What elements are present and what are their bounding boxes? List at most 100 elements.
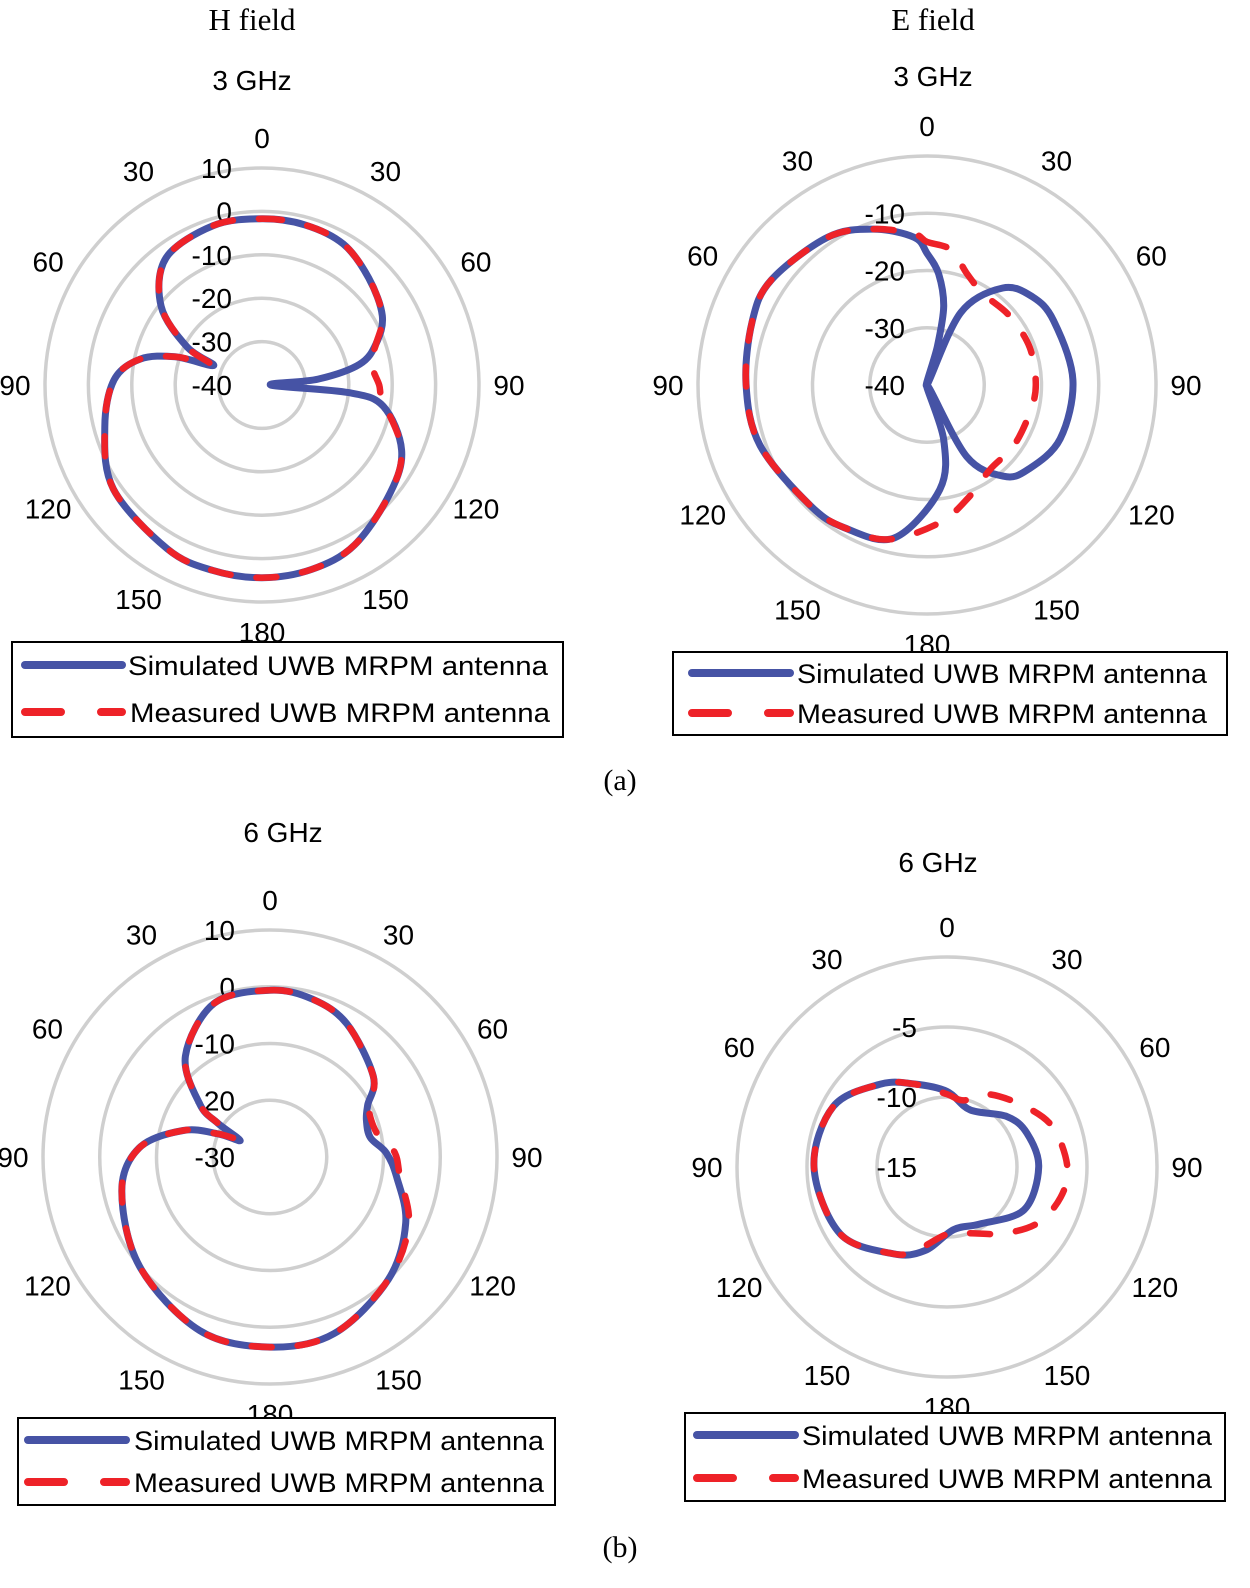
radial-tick-label: -10 bbox=[195, 1029, 235, 1060]
radial-tick-label: -30 bbox=[865, 313, 905, 344]
grid-ring bbox=[805, 1025, 1089, 1309]
angle-tick-label: 60 bbox=[1136, 241, 1167, 272]
legend-box bbox=[17, 1417, 556, 1506]
legend-label: Simulated UWB MRPM antenna bbox=[797, 659, 1208, 689]
angle-tick-label: 150 bbox=[362, 584, 409, 615]
panel-label-b: (b) bbox=[603, 1531, 638, 1564]
polar-chart-3: -30-20-100100306090120150180150120906030… bbox=[0, 817, 556, 1506]
grid-ring bbox=[810, 268, 1044, 502]
angle-tick-label: 120 bbox=[1128, 500, 1175, 531]
angle-tick-label: 60 bbox=[460, 247, 491, 278]
angle-tick-label: 60 bbox=[1139, 1032, 1170, 1063]
angle-tick-label: 150 bbox=[375, 1365, 422, 1396]
angle-tick-label: 120 bbox=[453, 494, 500, 525]
legend-label: Simulated UWB MRPM antenna bbox=[128, 651, 549, 681]
angle-tick-label: 120 bbox=[716, 1272, 763, 1303]
legend-label: Simulated UWB MRPM antenna bbox=[802, 1421, 1213, 1451]
grid-ring bbox=[173, 296, 351, 474]
panel-label-a: (a) bbox=[603, 764, 636, 797]
chart-subtitle: 6 GHz bbox=[898, 847, 977, 878]
legend-label: Measured UWB MRPM antenna bbox=[130, 698, 551, 728]
angle-tick-label: 60 bbox=[33, 247, 64, 278]
radial-tick-label: -10 bbox=[877, 1082, 917, 1113]
radial-tick-label: -5 bbox=[892, 1012, 917, 1043]
angle-tick-label: 30 bbox=[1041, 146, 1072, 177]
grid-ring bbox=[154, 1041, 386, 1273]
measured-series-line bbox=[742, 225, 1040, 543]
angle-tick-label: 150 bbox=[1044, 1360, 1091, 1391]
angle-tick-label: 150 bbox=[774, 594, 821, 625]
grid-ring bbox=[211, 1098, 329, 1216]
angle-tick-label: 60 bbox=[687, 241, 718, 272]
angle-tick-label: 0 bbox=[254, 123, 270, 154]
grid-ring bbox=[696, 154, 1158, 616]
polar-chart-1: -40-30-20-100100306090120150180150120906… bbox=[0, 2, 564, 738]
measured-series-line bbox=[810, 1078, 1071, 1258]
angle-tick-label: 30 bbox=[1051, 944, 1082, 975]
grid-ring bbox=[41, 928, 499, 1386]
angle-tick-label: 120 bbox=[24, 1271, 71, 1302]
angle-tick-label: 150 bbox=[115, 584, 162, 615]
legend-box bbox=[684, 1412, 1226, 1502]
grid-ring bbox=[130, 253, 394, 517]
angle-tick-label: 150 bbox=[1033, 594, 1080, 625]
legend-label: Measured UWB MRPM antenna bbox=[134, 1468, 545, 1498]
legend: Simulated UWB MRPM antenna Measured UWB M… bbox=[684, 1412, 1226, 1502]
angle-tick-label: 30 bbox=[811, 944, 842, 975]
legend: Simulated UWB MRPM antenna Measured UWB M… bbox=[17, 1417, 556, 1506]
angle-tick-label: 120 bbox=[25, 494, 72, 525]
radial-tick-label: -30 bbox=[195, 1142, 235, 1173]
angle-tick-label: 90 bbox=[1170, 370, 1201, 401]
angle-tick-label: 90 bbox=[1171, 1152, 1202, 1183]
legend-label: Measured UWB MRPM antenna bbox=[797, 699, 1208, 729]
angle-tick-label: 120 bbox=[679, 500, 726, 531]
measured-series-line bbox=[118, 986, 413, 1351]
angle-tick-label: 30 bbox=[782, 146, 813, 177]
chart-subtitle: 3 GHz bbox=[212, 65, 291, 96]
angle-tick-label: 90 bbox=[493, 370, 524, 401]
angle-tick-label: 0 bbox=[919, 111, 935, 142]
grid-ring bbox=[753, 211, 1101, 559]
radial-tick-label: -40 bbox=[192, 370, 232, 401]
angle-tick-label: 150 bbox=[118, 1365, 165, 1396]
radial-tick-label: -20 bbox=[192, 283, 232, 314]
legend-label: Simulated UWB MRPM antenna bbox=[134, 1426, 545, 1456]
angle-tick-label: 90 bbox=[652, 370, 683, 401]
grid-ring bbox=[735, 955, 1159, 1379]
chart-subtitle: 6 GHz bbox=[243, 817, 322, 848]
chart-title: E field bbox=[891, 2, 975, 37]
radial-tick-label: -40 bbox=[865, 370, 905, 401]
angle-tick-label: 60 bbox=[724, 1032, 755, 1063]
radial-tick-label: -15 bbox=[877, 1152, 917, 1183]
grid-ring bbox=[86, 209, 438, 561]
measured-series-line bbox=[101, 215, 405, 581]
radial-tick-label: -20 bbox=[865, 256, 905, 287]
angle-tick-label: 30 bbox=[383, 919, 414, 950]
chart-title: H field bbox=[209, 2, 296, 37]
legend-box bbox=[672, 651, 1228, 736]
legend-label: Measured UWB MRPM antenna bbox=[802, 1464, 1213, 1494]
angle-tick-label: 30 bbox=[123, 156, 154, 187]
simulated-series-line bbox=[810, 1078, 1043, 1259]
polar-chart-2: -40-30-20-100306090120150180150120906030… bbox=[652, 2, 1228, 736]
radial-tick-label: 10 bbox=[201, 153, 232, 184]
radial-tick-label: -10 bbox=[865, 198, 905, 229]
angle-tick-label: 120 bbox=[1131, 1272, 1178, 1303]
angle-tick-label: 90 bbox=[0, 370, 31, 401]
angle-tick-label: 30 bbox=[126, 919, 157, 950]
angle-tick-label: 30 bbox=[370, 156, 401, 187]
angle-tick-label: 150 bbox=[804, 1360, 851, 1391]
angle-tick-label: 90 bbox=[511, 1142, 542, 1173]
simulated-series-line bbox=[101, 215, 406, 582]
legend-box bbox=[11, 641, 564, 738]
legend: Simulated UWB MRPM antenna Measured UWB M… bbox=[672, 651, 1228, 736]
chart-subtitle: 3 GHz bbox=[893, 61, 972, 92]
angle-tick-label: 0 bbox=[262, 885, 278, 916]
grid-ring bbox=[43, 166, 481, 604]
angle-tick-label: 120 bbox=[469, 1271, 516, 1302]
simulated-series-line bbox=[742, 225, 1077, 544]
angle-tick-label: 90 bbox=[0, 1142, 29, 1173]
grid-ring bbox=[868, 326, 986, 444]
